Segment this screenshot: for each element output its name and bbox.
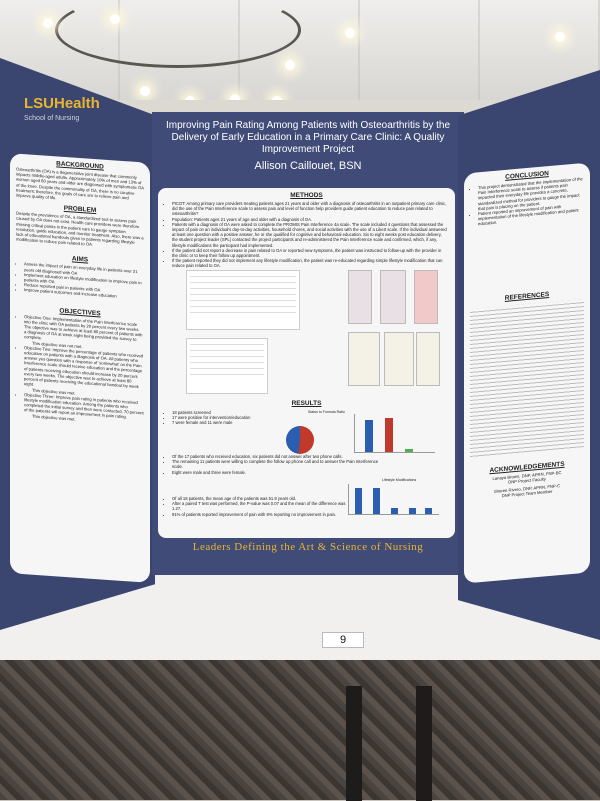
light-bulb <box>230 94 240 104</box>
method-item: If the patient reported they did not imp… <box>172 258 447 268</box>
result-item: 7 were female and 11 were male <box>172 420 282 425</box>
bar <box>391 508 398 514</box>
light-bulb <box>555 32 565 42</box>
light-bulb <box>345 28 355 38</box>
carpet <box>0 660 600 800</box>
result-item: After a paired T test was performed, the… <box>172 501 352 511</box>
light-bulb <box>285 60 295 70</box>
result-item: Of the 17 patients who received educatio… <box>172 454 382 459</box>
chart2-title: Lifestyle Modifications <box>382 478 417 482</box>
education-handout-image <box>348 270 372 324</box>
conclusion-list: This project demonstrated that the imple… <box>470 176 584 228</box>
education-handout-image <box>380 270 406 324</box>
methods-heading: METHODS <box>290 192 323 199</box>
results-top-list: 18 patients screened 17 were positive fo… <box>164 410 282 426</box>
table-leg <box>416 686 432 801</box>
result-item: The remaining 11 patients were willing t… <box>172 459 382 469</box>
table-number-tag: 9 <box>322 632 364 648</box>
method-item: Population: Patients ages 21 years of ag… <box>172 217 447 222</box>
bar <box>373 488 380 514</box>
left-content-card: BACKGROUND Osteoarthritis (OA) is a dege… <box>10 153 150 583</box>
chandelier <box>55 0 301 68</box>
light-bulb <box>140 86 150 96</box>
right-content-card: CONCLUSION This project demonstrated tha… <box>464 162 590 584</box>
title-block: Improving Pain Rating Among Patients wit… <box>152 116 464 172</box>
bar-chart-2 <box>348 484 439 515</box>
education-handout-image <box>416 332 440 386</box>
method-item: Patients with a diagnosis of OA were ask… <box>172 222 447 248</box>
education-handout-image <box>414 270 438 324</box>
bar <box>385 418 393 452</box>
method-item: PICOT: Among primary care providers trea… <box>172 201 447 217</box>
poster-tagline: Leaders Defining the Art & Science of Nu… <box>192 541 424 553</box>
bar <box>355 488 362 514</box>
result-item: 17 were positive for intervention/educat… <box>172 415 282 420</box>
aims-list: Assess the impact of pain on everyday li… <box>16 261 144 301</box>
background-text: Osteoarthritis (OA) is a degenerative jo… <box>16 166 144 201</box>
method-item: If the patient did not report a decrease… <box>172 248 447 258</box>
bar <box>425 508 432 514</box>
data-collection-table-image <box>186 338 268 394</box>
pain-interference-scale-image <box>186 270 300 330</box>
results-bottom-list: Of all 18 patients, the mean age of the … <box>164 496 352 517</box>
problem-text: Despite the prevalence of OA, a standard… <box>16 210 144 248</box>
poster-title: Improving Pain Rating Among Patients wit… <box>165 120 451 155</box>
result-item: 91% of patients reported improvement of … <box>172 512 352 517</box>
bar-chart-1 <box>354 414 435 453</box>
references-block <box>470 298 584 459</box>
light-bulb <box>43 18 53 28</box>
bar <box>405 449 413 452</box>
result-item: 18 patients screened <box>172 410 282 415</box>
lsu-health-logo: LSUHealth School of Nursing <box>24 95 100 126</box>
table-leg <box>346 686 362 801</box>
poster-author: Allison Caillouet, BSN <box>254 160 362 172</box>
education-handout-image <box>348 332 380 386</box>
result-item: Eight were male and three were female. <box>172 470 382 475</box>
chart1-title: Status to Formula Ratio <box>308 410 345 414</box>
logo-main-text: LSUHealth <box>24 95 100 112</box>
results-heading: RESULTS <box>291 400 322 407</box>
results-mid-list: Of the 17 patients who received educatio… <box>164 454 382 475</box>
center-content-card: METHODS PICOT: Among primary care provid… <box>158 188 455 538</box>
light-bulb <box>110 14 120 24</box>
pie-chart <box>286 426 314 454</box>
bar <box>409 508 416 514</box>
bar <box>365 420 373 452</box>
result-item: Of all 18 patients, the mean age of the … <box>172 496 352 501</box>
methods-list: PICOT: Among primary care providers trea… <box>164 201 447 269</box>
objectives-list: Objective One: Implementation of the Pai… <box>16 313 144 426</box>
education-handout-image <box>384 332 414 386</box>
logo-sub-text: School of Nursing <box>24 115 80 122</box>
